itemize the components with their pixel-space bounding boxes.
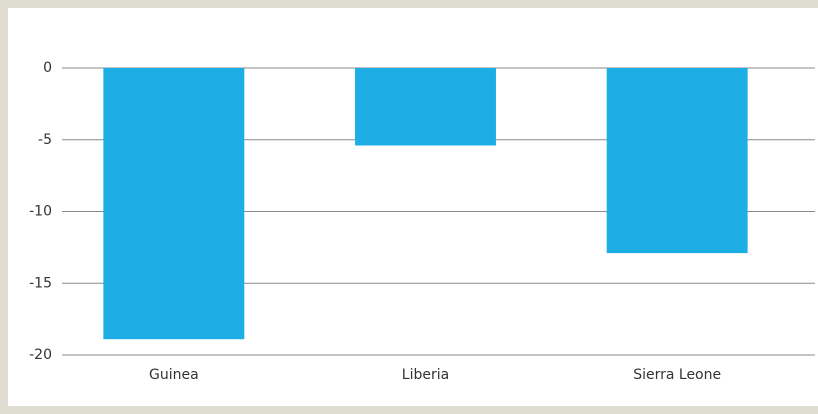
y-tick-label: -10 <box>29 204 52 220</box>
x-tick-label: Sierra Leone <box>633 367 721 383</box>
y-tick-label: -5 <box>38 132 52 148</box>
y-tick-label: -15 <box>29 275 52 291</box>
bar <box>103 68 245 340</box>
y-tick-label: 0 <box>43 60 52 76</box>
y-tick-label: -20 <box>29 347 52 363</box>
bar <box>355 68 496 146</box>
x-tick-label: Liberia <box>402 367 449 383</box>
bar <box>606 68 748 254</box>
x-tick-label: Guinea <box>149 367 199 383</box>
